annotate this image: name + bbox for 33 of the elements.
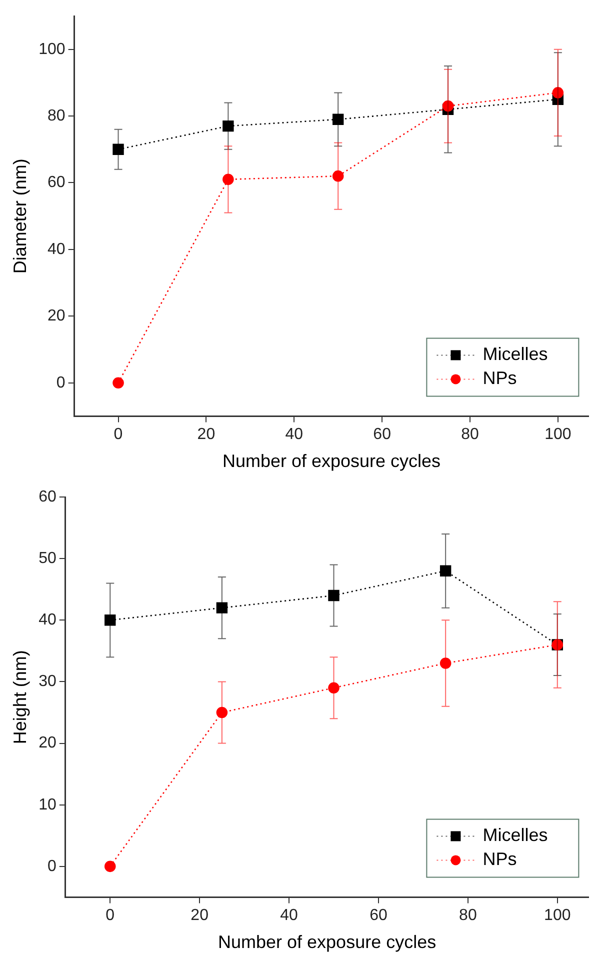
x-tick-label: 40: [285, 426, 304, 444]
x-axis-title: Number of exposure cycles: [222, 451, 441, 472]
x-tick-label: 0: [114, 426, 123, 444]
y-tick-label: 20: [38, 734, 56, 752]
x-tick-label: 80: [459, 907, 477, 924]
legend-label: Micelles: [482, 825, 548, 846]
y-tick-label: 0: [47, 858, 56, 875]
y-tick-label: 40: [48, 240, 66, 258]
y-tick-label: 40: [38, 612, 56, 629]
x-tick-label: 80: [461, 426, 479, 444]
y-tick-label: 100: [38, 40, 66, 58]
x-tick-label: 100: [544, 907, 571, 924]
legend-label: NPs: [482, 849, 517, 870]
y-tick-label: 10: [38, 796, 56, 814]
y-tick-label: 80: [48, 107, 66, 124]
legend-label: Micelles: [482, 344, 548, 364]
x-tick-label: 40: [280, 907, 298, 924]
y-axis-title: Diameter (nm): [10, 158, 30, 274]
y-tick-label: 60: [38, 488, 56, 506]
x-tick-label: 100: [544, 426, 572, 444]
y-tick-label: 60: [48, 174, 66, 192]
x-tick-label: 60: [370, 907, 388, 924]
y-axis-title: Height (nm): [10, 650, 30, 744]
x-tick-label: 20: [190, 907, 209, 924]
x-axis-title: Number of exposure cycles: [218, 932, 436, 952]
legend-label: NPs: [482, 368, 517, 388]
y-tick-label: 20: [48, 308, 66, 325]
x-tick-label: 20: [197, 426, 216, 444]
y-tick-label: 50: [38, 550, 56, 567]
y-tick-label: 30: [38, 673, 56, 690]
y-tick-label: 0: [56, 374, 66, 392]
x-tick-label: 0: [106, 907, 115, 924]
x-tick-label: 60: [373, 426, 392, 444]
